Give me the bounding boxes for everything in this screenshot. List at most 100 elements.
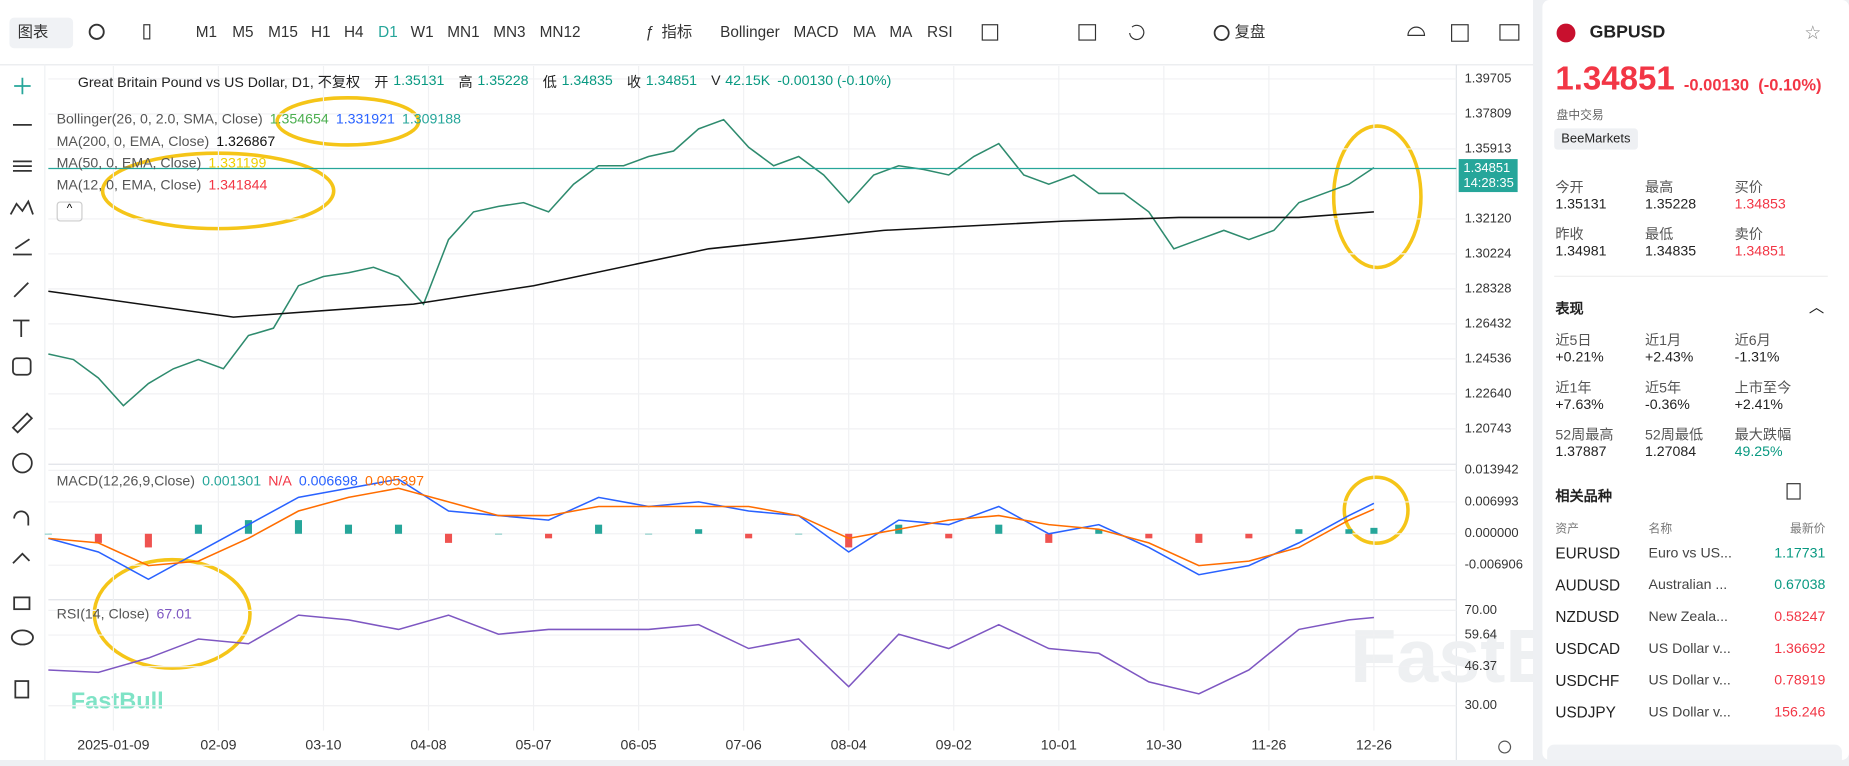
timeframe[interactable]: W1 (411, 24, 434, 41)
indicator-row: Bollinger(26, 0, 2.0, SMA, Close) 1.35465… (57, 111, 461, 127)
change-pct: (-0.10%) (1758, 75, 1822, 95)
x-tick-label: 05-07 (515, 737, 551, 753)
rsi-legend: RSI(14, Close) 67.01 (57, 606, 192, 622)
y-tick-label: 1.26432 (1465, 315, 1512, 330)
star[interactable]: ☆ (1804, 23, 1822, 44)
indicator-button[interactable]: MA (853, 24, 877, 41)
related-last: 0.78919 (1774, 671, 1826, 689)
macd-histogram-bar (144, 533, 152, 548)
share-icon[interactable] (1451, 24, 1469, 42)
timeframe[interactable]: H4 (344, 24, 364, 41)
left-tools[interactable] (9, 77, 34, 699)
rsi-label: RSI(14, Close) (56, 605, 150, 623)
macd-histogram-bar (945, 533, 953, 539)
y-tick-label: 30.00 (1465, 697, 1497, 712)
timeframe[interactable]: MN3 (493, 24, 525, 41)
y-tick-label: 0.000000 (1465, 525, 1519, 540)
collapse-button[interactable]: ^ (56, 201, 83, 222)
rsi-value: 67.01 (156, 605, 192, 623)
x-tick-label: 09-02 (936, 737, 972, 753)
performance-value: 1.37887 (1555, 443, 1607, 460)
x-tick-label: 02-09 (200, 737, 236, 753)
macd-histogram-bar (795, 533, 803, 535)
indicators-menu[interactable]: 指标 (662, 24, 693, 41)
indicator-button[interactable]: MACD (793, 24, 838, 41)
timeframe[interactable]: M5 (232, 24, 253, 41)
performance-value: +2.43% (1644, 348, 1694, 366)
replay[interactable]: 复盘 (1235, 23, 1266, 41)
x-tick-label: 12-26 (1356, 737, 1392, 753)
price-line (48, 211, 1374, 318)
macd-histogram-bar (244, 520, 252, 534)
macd-histogram-bar (1195, 533, 1203, 543)
timeframe[interactable]: D1 (378, 24, 398, 41)
timeframe[interactable]: MN1 (447, 24, 479, 41)
performance-label: 52周最高 (1555, 426, 1614, 444)
related-asset: USDJPY (1555, 703, 1616, 722)
layout-icon[interactable] (981, 24, 999, 41)
macd-histogram-bar (995, 524, 1003, 534)
quote-value: 1.35228 (1644, 195, 1697, 213)
performance-label: 最大跌幅 (1734, 426, 1792, 444)
performance-label: 52周最低 (1644, 426, 1704, 444)
chart-menu[interactable] (9, 17, 74, 49)
timeframe[interactable]: MN12 (540, 24, 581, 41)
chart-menu-label[interactable]: 图表 (18, 24, 49, 41)
y-tick-label: 1.37809 (1465, 105, 1512, 120)
related-asset: AUDUSD (1555, 576, 1621, 594)
y-tick-label: 0.013942 (1465, 462, 1519, 477)
x-tick-label: 08-04 (831, 737, 867, 753)
performance-value: +7.63% (1555, 395, 1604, 413)
macd-value: 0.001301 (202, 472, 262, 489)
last-price: 1.34851 (1463, 160, 1510, 175)
fullscreen-icon[interactable] (1499, 24, 1520, 41)
ohlc-label: 开 (374, 74, 389, 91)
last-price-box (1458, 159, 1518, 193)
undo-icon[interactable] (1129, 24, 1145, 41)
settings-icon[interactable] (1498, 740, 1512, 754)
indicator-button[interactable]: MA (889, 24, 913, 41)
x-tick-label: 11-26 (1251, 737, 1286, 753)
timeframe[interactable]: M1 (196, 24, 217, 41)
ohlc-value: 1.35228 (477, 71, 529, 89)
bottom-card (1547, 744, 1842, 761)
candle-icon[interactable] (143, 24, 151, 40)
y-tick-label: 1.24536 (1465, 350, 1512, 365)
related-asset: NZDUSD (1555, 608, 1620, 626)
countdown: 14:28:35 (1463, 175, 1513, 190)
indicator-button[interactable]: RSI (927, 24, 953, 41)
related-header: 最新价 (1790, 523, 1826, 537)
related-title: 相关品种 (1555, 487, 1612, 505)
search-icon[interactable] (88, 23, 105, 40)
performance-label: 近1月 (1644, 332, 1682, 349)
ohlc-label: 低 (542, 74, 557, 91)
macd-histogram-bar (845, 533, 853, 548)
related-last: 1.36692 (1774, 639, 1826, 657)
performance-value: +0.21% (1555, 348, 1604, 366)
replay-icon[interactable] (1213, 25, 1230, 41)
macd-label: MACD(12,26,9,Close) (56, 472, 196, 489)
collapse[interactable]: ︿ (1808, 298, 1825, 316)
related-name: US Dollar v... (1648, 671, 1731, 689)
y-tick-label: 70.00 (1465, 602, 1497, 617)
indicator-button[interactable]: Bollinger (720, 24, 780, 41)
timeframe[interactable]: H1 (311, 24, 331, 41)
macd-value: 0.005397 (364, 472, 425, 489)
calendar-icon[interactable] (1078, 24, 1097, 41)
related-last: 1.17731 (1774, 544, 1826, 561)
quote-label: 最高 (1644, 179, 1674, 196)
related-header: 资产 (1555, 523, 1579, 537)
performance-value: +2.41% (1734, 395, 1784, 413)
performance-label: 近1年 (1555, 379, 1592, 396)
chart-change: -0.00130 (-0.10%) (777, 71, 892, 89)
performance-value: 1.27084 (1644, 443, 1697, 460)
indicator-row: MA(50, 0, EMA, Close) 1.331199 (57, 155, 267, 171)
y-tick-label: 1.32120 (1465, 210, 1512, 225)
performance-title: 表现 (1555, 300, 1584, 317)
quote-label: 最低 (1644, 226, 1674, 243)
x-tick-label: 04-08 (410, 737, 446, 753)
macd-histogram-bar (1045, 533, 1053, 543)
cloud-icon[interactable] (1407, 26, 1426, 36)
timeframe[interactable]: M15 (268, 24, 298, 41)
list-icon[interactable] (1786, 483, 1801, 500)
